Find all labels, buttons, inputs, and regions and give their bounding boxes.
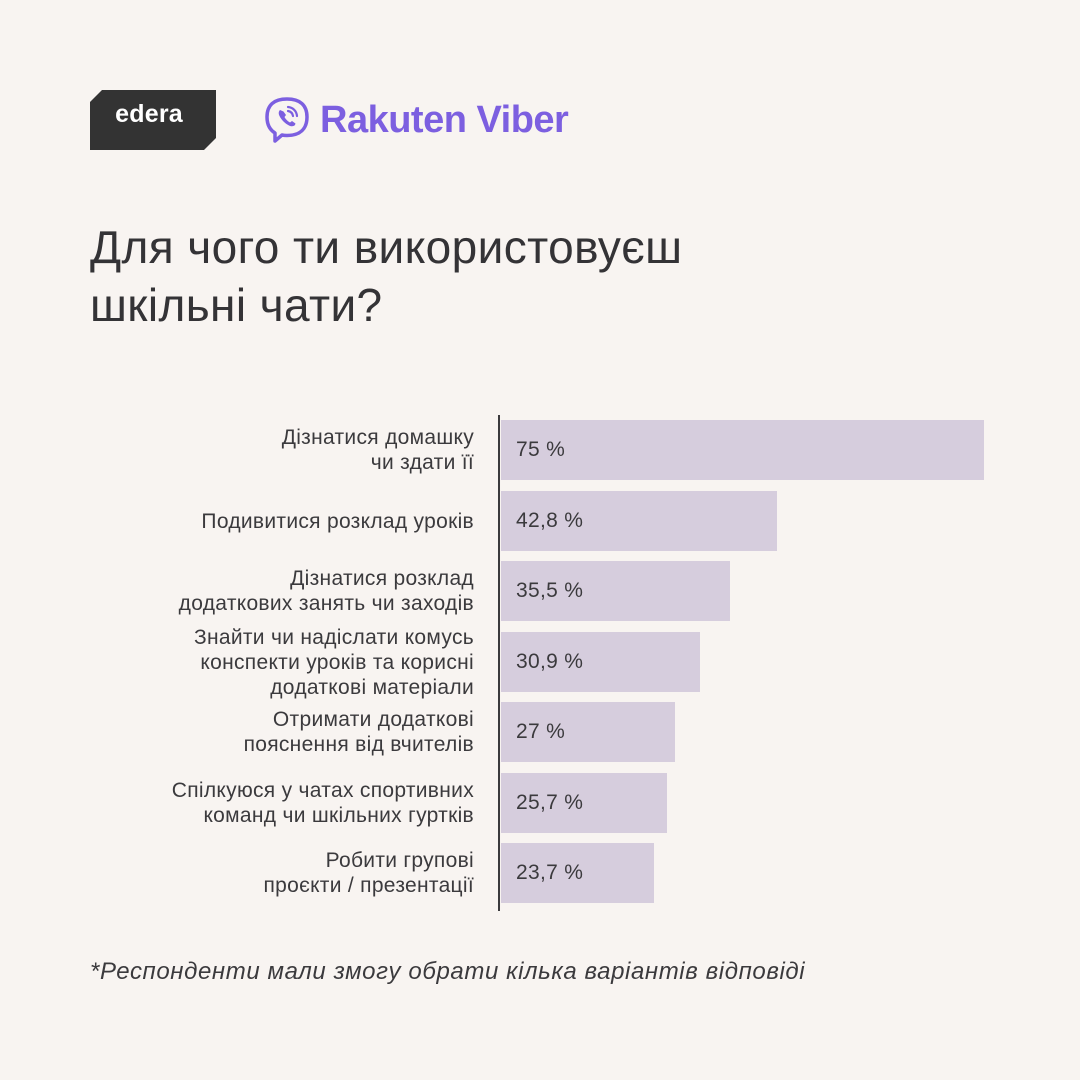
bar <box>501 702 675 762</box>
bar-value-label: 27 % <box>516 720 566 743</box>
bar <box>501 632 700 692</box>
category-label: Отримати додаткові пояснення від вчителі… <box>243 708 474 756</box>
bar <box>501 491 777 551</box>
bar <box>501 420 984 480</box>
category-label: Дізнатися домашку чи здати її <box>281 426 474 474</box>
viber-phone-icon <box>265 97 309 143</box>
bar-value-label: 25,7 % <box>516 791 584 814</box>
edera-logo: edera <box>90 90 216 150</box>
category-label: Спілкуюся у чатах спортивних команд чи ш… <box>171 779 474 827</box>
bar-value-label: 75 % <box>516 438 566 461</box>
category-label: Робити групові проєкти / презентації <box>263 849 474 897</box>
bar <box>501 843 654 903</box>
page-title: Для чого ти використовуєш шкільні чати? <box>90 221 683 331</box>
rakuten-viber-logo-text: Rakuten Viber <box>320 98 569 141</box>
bar-value-label: 30,9 % <box>516 650 584 673</box>
footnote: *Респонденти мали змогу обрати кілька ва… <box>90 958 806 985</box>
category-label: Дізнатися розклад додаткових занять чи з… <box>178 567 474 615</box>
rakuten-viber-logo: Rakuten Viber <box>262 94 569 146</box>
bar-value-label: 35,5 % <box>516 579 584 602</box>
category-label: Подивитися розклад уроків <box>201 509 474 533</box>
bar <box>501 561 730 621</box>
category-label: Знайти чи надіслати комусь конспекти уро… <box>193 625 474 699</box>
bar-value-label: 23,7 % <box>516 861 584 884</box>
edera-logo-text: edera <box>115 99 183 128</box>
bar-value-label: 42,8 % <box>516 509 584 532</box>
chart-axis-line <box>498 415 500 911</box>
bar <box>501 773 667 833</box>
